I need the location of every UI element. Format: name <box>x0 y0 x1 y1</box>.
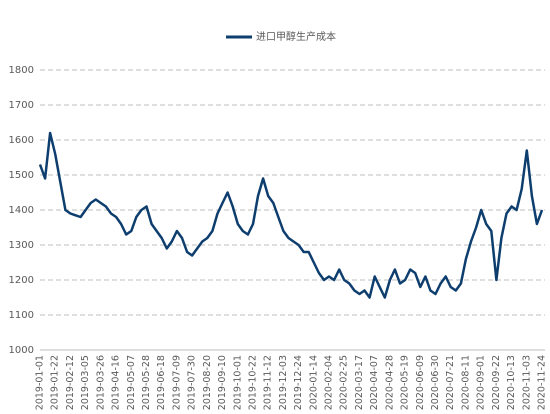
x-tick-label: 2020-02-25 <box>339 355 350 410</box>
x-tick-label: 2020-09-22 <box>491 355 502 410</box>
x-tick-label: 2019-07-30 <box>187 355 198 410</box>
y-tick-label: 1000 <box>9 345 34 356</box>
x-tick-label: 2020-06-09 <box>415 355 426 410</box>
x-tick-label: 2019-07-09 <box>171 355 182 410</box>
x-tick-label: 2019-11-12 <box>263 355 274 410</box>
x-tick-label: 2020-05-19 <box>400 355 411 410</box>
x-tick-label: 2020-03-17 <box>354 355 365 410</box>
y-tick-label: 1200 <box>9 275 34 286</box>
x-tick-label: 2019-10-01 <box>232 355 243 410</box>
x-tick-label: 2019-01-01 <box>35 355 46 410</box>
x-tick-label: 2020-09-01 <box>476 355 487 410</box>
x-tick-label: 2020-01-14 <box>308 355 319 410</box>
x-tick-label: 2019-03-26 <box>95 355 106 410</box>
x-tick-label: 2020-06-30 <box>430 355 441 410</box>
y-tick-label: 1400 <box>9 205 34 216</box>
y-tick-label: 1100 <box>9 310 34 321</box>
x-tick-label: 2020-10-13 <box>506 355 517 410</box>
x-tick-label: 2019-05-07 <box>126 355 137 410</box>
y-tick-label: 1600 <box>9 135 34 146</box>
x-tick-label: 2019-10-22 <box>247 355 258 410</box>
x-tick-label: 2019-04-16 <box>111 355 122 410</box>
x-tick-label: 2019-03-05 <box>80 355 91 410</box>
x-tick-label: 2020-02-04 <box>324 355 335 410</box>
x-tick-label: 2020-04-28 <box>384 355 395 410</box>
x-tick-label: 2020-07-21 <box>445 355 456 410</box>
y-tick-label: 1500 <box>9 170 34 181</box>
x-tick-label: 2019-12-24 <box>293 355 304 410</box>
legend-label: 进口甲醇生产成本 <box>256 30 336 43</box>
x-tick-label: 2020-04-07 <box>369 355 380 410</box>
y-tick-label: 1700 <box>9 100 34 111</box>
y-tick-label: 1300 <box>9 240 34 251</box>
x-tick-label: 2019-05-28 <box>141 355 152 410</box>
x-tick-label: 2019-02-12 <box>65 355 76 410</box>
data-line <box>38 131 544 299</box>
x-tick-label: 2020-08-11 <box>460 355 471 410</box>
x-tick-label: 2019-09-10 <box>217 355 228 410</box>
y-tick-label: 1800 <box>9 65 34 76</box>
x-tick-label: 2019-08-20 <box>202 355 213 410</box>
x-tick-label: 2020-11-24 <box>537 355 548 410</box>
x-tick-label: 2020-11-03 <box>521 355 532 410</box>
x-tick-label: 2019-01-22 <box>50 355 61 410</box>
x-tick-label: 2019-12-03 <box>278 355 289 410</box>
x-tick-label: 2019-06-18 <box>156 355 167 410</box>
